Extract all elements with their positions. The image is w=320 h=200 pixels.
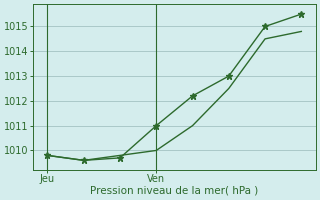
X-axis label: Pression niveau de la mer( hPa ): Pression niveau de la mer( hPa ) <box>90 186 259 196</box>
